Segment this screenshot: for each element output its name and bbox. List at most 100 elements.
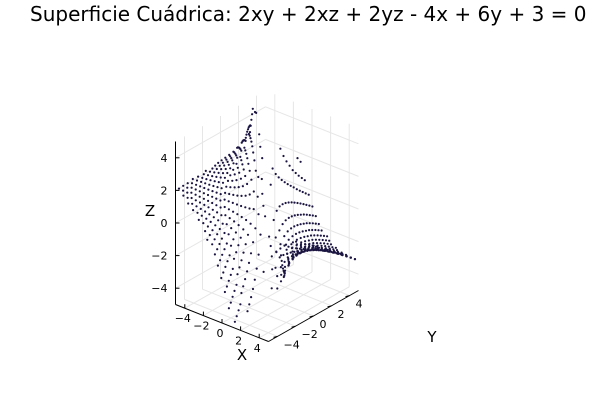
data-point (248, 131, 252, 134)
data-point (221, 181, 225, 184)
data-point (294, 253, 297, 256)
data-point (213, 180, 216, 183)
data-point (308, 245, 311, 248)
data-point (208, 213, 211, 216)
data-point (313, 234, 316, 237)
data-point (198, 190, 201, 193)
data-point (213, 253, 216, 256)
data-point (221, 222, 224, 225)
data-point (218, 227, 221, 231)
data-point (224, 167, 227, 171)
data-point (304, 192, 307, 195)
data-point (257, 213, 260, 216)
grid-line (175, 171, 266, 224)
data-point (220, 187, 223, 190)
data-point (259, 233, 262, 236)
data-point (211, 208, 214, 211)
data-point (295, 243, 298, 246)
data-point (278, 256, 281, 259)
data-point (213, 171, 216, 174)
data-point (211, 243, 214, 246)
data-point (245, 133, 248, 136)
data-point (236, 156, 239, 159)
data-point (240, 259, 243, 262)
data-point (308, 204, 311, 207)
data-point (211, 167, 214, 170)
data-point (195, 183, 198, 186)
data-point (209, 220, 212, 223)
data-point (283, 274, 286, 277)
data-point (206, 193, 210, 197)
data-point (314, 215, 317, 218)
data-point (308, 249, 311, 252)
data-point (252, 241, 255, 244)
data-point (279, 147, 282, 150)
data-point (298, 189, 301, 192)
data-point (314, 238, 317, 241)
data-point (283, 272, 286, 275)
data-point (287, 260, 290, 263)
data-point (278, 229, 281, 232)
data-point (257, 175, 260, 179)
data-point (261, 192, 264, 195)
y-tick (309, 315, 314, 318)
data-point (298, 231, 301, 234)
data-point (302, 203, 305, 206)
data-point (240, 291, 243, 295)
data-point (287, 262, 290, 265)
y-tick (345, 295, 350, 298)
data-point (232, 257, 236, 260)
data-point (219, 176, 222, 179)
data-point (215, 191, 218, 194)
data-point (241, 185, 244, 188)
data-point (190, 186, 193, 189)
data-point (228, 192, 231, 196)
data-point (245, 152, 248, 155)
data-point (200, 214, 203, 217)
data-point (318, 238, 321, 241)
data-point (311, 228, 314, 232)
grid-line (175, 106, 266, 159)
data-point (250, 296, 253, 299)
data-point (283, 235, 286, 238)
data-point (195, 205, 198, 208)
x-tick-label: 0 (217, 327, 224, 340)
data-point (249, 124, 252, 127)
data-point (296, 224, 299, 227)
data-point (194, 193, 197, 196)
data-point (259, 145, 262, 148)
data-point (317, 222, 320, 226)
data-point (218, 164, 221, 167)
data-point (279, 247, 282, 250)
data-point (240, 149, 243, 152)
data-point (220, 214, 223, 217)
data-point (283, 260, 286, 263)
x-axis-label: X (237, 346, 247, 364)
y-tick (273, 335, 278, 338)
x-tick-label: −4 (175, 312, 191, 325)
data-point (340, 251, 343, 254)
grid-line (184, 298, 278, 337)
data-point (206, 238, 209, 241)
data-point (281, 264, 284, 267)
data-point (245, 218, 248, 222)
y-tick-label: −4 (284, 338, 300, 351)
data-point (219, 193, 222, 196)
data-point (221, 161, 224, 164)
data-point (287, 216, 290, 219)
data-point (215, 167, 218, 171)
data-point (332, 248, 335, 251)
data-point (289, 184, 292, 187)
data-point (224, 214, 227, 217)
data-point (331, 246, 334, 249)
data-point (227, 208, 230, 211)
data-point (295, 240, 298, 243)
data-point (297, 174, 300, 177)
data-point (220, 276, 223, 280)
data-point (312, 246, 315, 249)
data-point (274, 172, 277, 176)
data-point (285, 160, 288, 163)
data-point (242, 168, 245, 171)
data-point (208, 183, 211, 186)
